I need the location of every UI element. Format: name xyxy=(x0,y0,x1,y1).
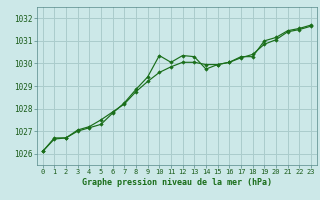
X-axis label: Graphe pression niveau de la mer (hPa): Graphe pression niveau de la mer (hPa) xyxy=(82,178,272,187)
